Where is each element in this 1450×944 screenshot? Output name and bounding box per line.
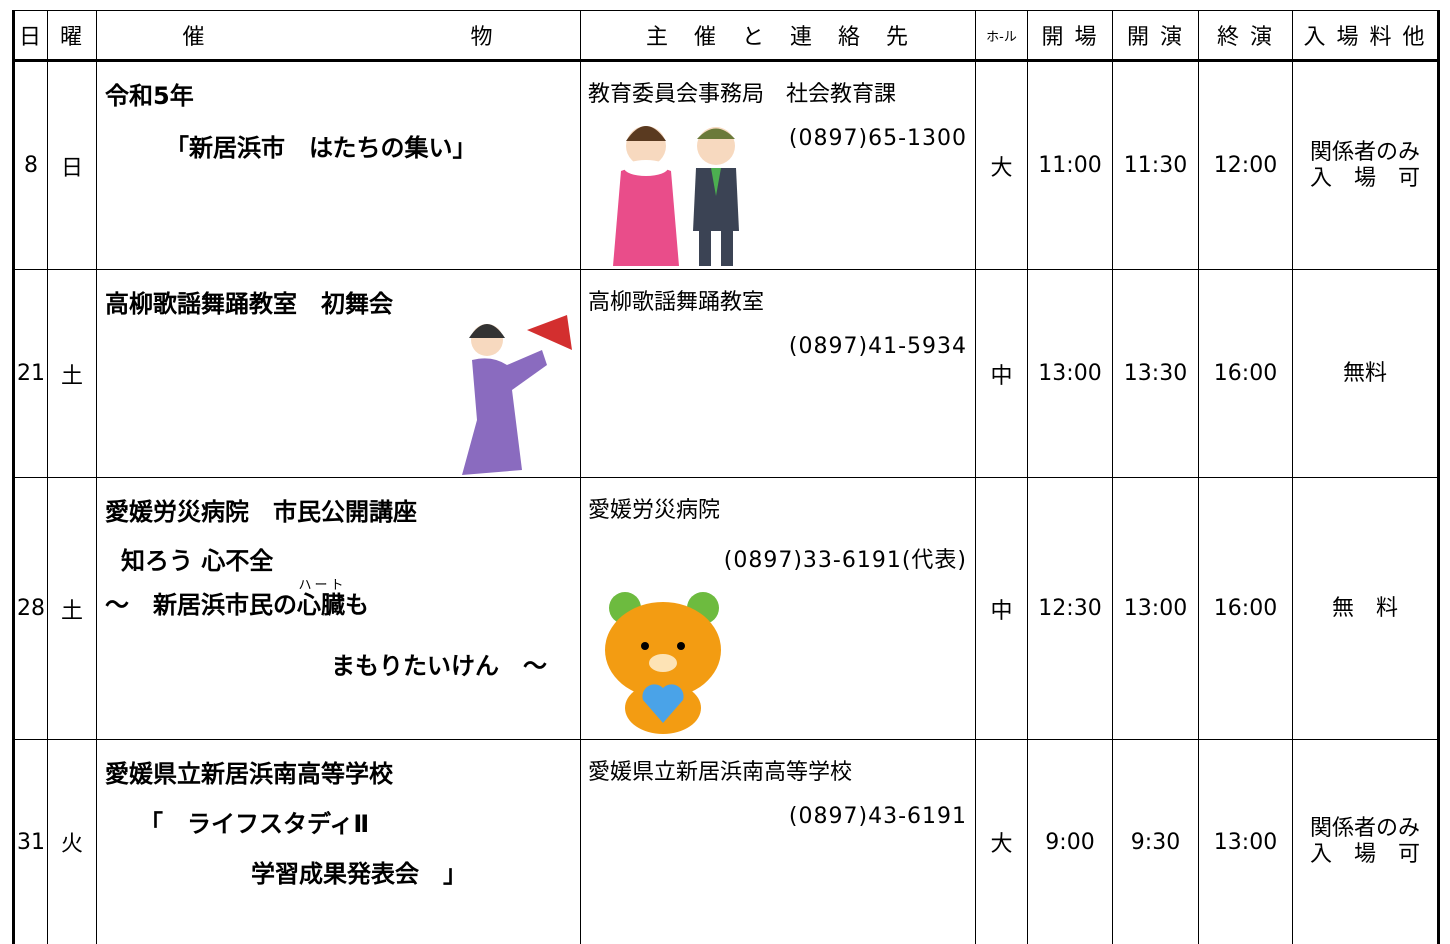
- day: 21: [15, 270, 48, 477]
- weekday: 土: [48, 478, 97, 739]
- event: 高柳歌謡舞踊教室 初舞会: [97, 270, 581, 477]
- fee: 無 料: [1293, 478, 1437, 739]
- fee-line: 入 場 可: [1309, 842, 1420, 867]
- day: 31: [15, 740, 48, 944]
- event-line: 学習成果発表会 」: [251, 860, 467, 888]
- event-line: まもりたいけん ～: [331, 652, 547, 680]
- weekday: 火: [48, 740, 97, 944]
- fee: 関係者のみ 入 場 可: [1293, 740, 1437, 944]
- start-time: 13:30: [1113, 270, 1199, 477]
- end-time: 12:00: [1199, 62, 1293, 269]
- header-cell: 開 演: [1113, 11, 1199, 59]
- phone: (0897)33-6191(代表): [723, 548, 967, 573]
- hall: 中: [976, 270, 1028, 477]
- ruby-text: ハート: [297, 578, 345, 593]
- organizer: 愛媛県立新居浜南高等学校: [588, 760, 853, 785]
- header-cell: 終 演: [1199, 11, 1293, 59]
- event-row: 8 日 令和5年 「新居浜市 はたちの集い」 教育委員会事務局 社会教育課 (0…: [15, 62, 1437, 270]
- event-row: 28 土 愛媛労災病院 市民公開講座 知ろう 心不全 ～ 新居浜市民の心臓ハート…: [15, 478, 1437, 740]
- open-time: 13:00: [1028, 270, 1113, 477]
- start-time: 9:30: [1113, 740, 1199, 944]
- fee-line: 無料: [1342, 360, 1387, 386]
- hall: 大: [976, 62, 1028, 269]
- start-time: 13:00: [1113, 478, 1199, 739]
- end-time: 16:00: [1199, 270, 1293, 477]
- end-time: 13:00: [1199, 740, 1293, 944]
- day: 8: [15, 62, 48, 269]
- fee-line: 関係者のみ: [1309, 139, 1420, 165]
- illustration: [605, 592, 721, 734]
- fee-line: 無 料: [1331, 595, 1398, 621]
- open-time: 9:00: [1028, 740, 1113, 944]
- start-time: 11:30: [1113, 62, 1199, 269]
- header-cell: 曜: [48, 11, 97, 59]
- event-line: 愛媛労災病院 市民公開講座: [105, 498, 417, 526]
- header-cell: 入 場 料 他: [1303, 25, 1427, 50]
- ruby-word: 心臓ハート: [297, 578, 345, 619]
- schedule-table: 日 曜 催 物 主 催 と 連 絡 先 ホ-ル 開 場 開 演 終 演 入 場 …: [12, 10, 1440, 944]
- fee-line: 入 場 可: [1309, 165, 1420, 191]
- event-line: 高柳歌謡舞踊教室 初舞会: [105, 290, 393, 318]
- day: 28: [15, 478, 48, 739]
- illustration: [613, 126, 739, 266]
- organizer: 愛媛労災病院: [588, 498, 721, 523]
- phone: (0897)41-5934: [788, 334, 967, 359]
- phone: (0897)65-1300: [788, 126, 967, 151]
- weekday: 土: [48, 270, 97, 477]
- event-line: 知ろう 心不全: [121, 547, 274, 575]
- event: 令和5年 「新居浜市 はたちの集い」: [97, 62, 581, 269]
- contact: 愛媛県立新居浜南高等学校 (0897)43-6191: [581, 740, 976, 944]
- fee-line: 関係者のみ: [1309, 816, 1420, 841]
- event-row: 21 土 高柳歌謡舞踊教室 初舞会 高柳歌謡舞踊教室 (0897)41-5934…: [15, 270, 1437, 478]
- header-cell: ホ-ル: [976, 11, 1028, 59]
- event: 愛媛県立新居浜南高等学校 「 ライフスタディⅡ 学習成果発表会 」: [97, 740, 581, 944]
- open-time: 11:00: [1028, 62, 1113, 269]
- illustration: [462, 315, 572, 475]
- event-line: 愛媛県立新居浜南高等学校: [105, 760, 393, 788]
- header-row: 日 曜 催 物 主 催 と 連 絡 先 ホ-ル 開 場 開 演 終 演 入 場 …: [15, 10, 1437, 62]
- fee: 無料: [1293, 270, 1437, 477]
- ruby-base: 心臓: [297, 591, 345, 619]
- open-time: 12:30: [1028, 478, 1113, 739]
- event-row: 31 火 愛媛県立新居浜南高等学校 「 ライフスタディⅡ 学習成果発表会 」 愛…: [15, 740, 1437, 944]
- contact: 教育委員会事務局 社会教育課 (0897)65-1300: [581, 62, 976, 269]
- header-cell: 催 物: [97, 11, 581, 59]
- organizer: 高柳歌謡舞踊教室: [588, 290, 765, 315]
- hall: 大: [976, 740, 1028, 944]
- event: 愛媛労災病院 市民公開講座 知ろう 心不全 ～ 新居浜市民の心臓ハートも まもり…: [97, 478, 581, 739]
- phone: (0897)43-6191: [788, 804, 967, 829]
- header-cell: 開 場: [1028, 11, 1113, 59]
- organizer: 教育委員会事務局 社会教育課: [588, 82, 897, 107]
- event-line: 「 ライフスタディⅡ: [139, 810, 370, 838]
- event-line: ～ 新居浜市民の心臓ハートも: [105, 578, 369, 620]
- contact: 愛媛労災病院 (0897)33-6191(代表): [581, 478, 976, 739]
- header-cell: 主 催 と 連 絡 先: [581, 11, 976, 59]
- event-line: 「新居浜市 はたちの集い」: [165, 134, 477, 162]
- fee: 関係者のみ 入 場 可: [1293, 62, 1437, 269]
- text: も: [345, 591, 369, 619]
- header-cell: 日: [15, 11, 48, 59]
- event-line: 令和5年: [105, 82, 194, 110]
- contact: 高柳歌謡舞踊教室 (0897)41-5934: [581, 270, 976, 477]
- weekday: 日: [48, 62, 97, 269]
- end-time: 16:00: [1199, 478, 1293, 739]
- hall: 中: [976, 478, 1028, 739]
- text: ～ 新居浜市民の: [105, 591, 297, 619]
